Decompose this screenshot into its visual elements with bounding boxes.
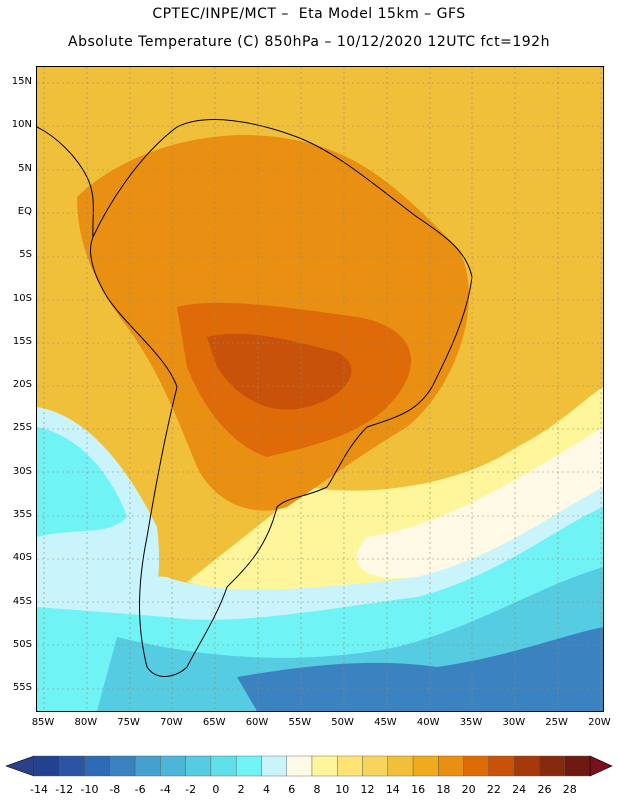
colorbar-segment [59, 755, 85, 777]
colorbar-label: 0 [212, 783, 220, 796]
latitude-label: 5S [19, 249, 32, 261]
colorbar-segment [539, 755, 565, 777]
longitude-label: 20W [588, 717, 611, 728]
colorbar-segment [109, 755, 136, 777]
mild-band-atlantic [356, 427, 603, 579]
longitude-label: 25W [545, 717, 568, 728]
longitude-label: 35W [459, 717, 483, 728]
longitude-label: 80W [74, 717, 98, 728]
south-america-outline [90, 119, 473, 677]
colorbar-segment [488, 755, 515, 777]
colorbar-segment [564, 755, 591, 777]
longitude-label: 75W [117, 717, 140, 728]
colorbar-segment [185, 755, 212, 777]
chart-title-line-2: Absolute Temperature (C) 850hPa – 10/12/… [68, 34, 550, 50]
latitude-label: 10N [11, 119, 32, 131]
coldest-zone [237, 627, 603, 711]
colorbar-label: 20 [461, 783, 476, 796]
colorbar-label: -2 [185, 783, 197, 796]
longitude-label: 60W [245, 717, 269, 728]
colorbar-label: 28 [562, 783, 577, 796]
colorbar-segment [134, 755, 161, 777]
colorbar-label: -14 [30, 783, 48, 796]
longitude-label: 50W [331, 717, 354, 728]
longitude-label: 70W [160, 717, 183, 728]
latitude-label: 15N [11, 76, 32, 87]
colorbar-label: -4 [159, 783, 171, 796]
colorbar [5, 755, 613, 777]
colorbar-segment [438, 755, 464, 777]
colorbar-label: 22 [486, 783, 501, 796]
colorbar-label: 18 [436, 783, 451, 796]
colorbar-label: 2 [237, 783, 245, 796]
colorbar-label: 12 [360, 783, 375, 796]
colorbar-segment [412, 755, 439, 777]
central-america-outline [37, 126, 94, 238]
colorbar-label: 26 [537, 783, 552, 796]
latitude-label: 20S [12, 379, 32, 391]
colorbar-segment [235, 755, 262, 777]
colorbar-label: -10 [80, 783, 99, 796]
longitude-label: 55W [288, 717, 312, 728]
colorbar-over-arrow [589, 755, 613, 777]
latitude-label: 55S [12, 682, 32, 694]
colorbar-label: 14 [385, 783, 400, 796]
colorbar-segment [337, 755, 363, 777]
latitude-label: 25S [12, 422, 32, 434]
cool-band-atlantic [187, 387, 603, 590]
colorbar-segment [210, 755, 237, 777]
colorbar-segment [387, 755, 414, 777]
latitude-label: 10S [12, 292, 32, 304]
longitude-label: 85W [31, 717, 55, 728]
colorbar-segment [362, 755, 389, 777]
colorbar-label: 24 [512, 783, 527, 796]
colorbar-label: -6 [134, 783, 146, 796]
colorbar-under-arrow [5, 755, 35, 777]
temperature-map [36, 66, 604, 712]
colorbar-segment [311, 755, 338, 777]
colorbar-label: 4 [262, 783, 270, 796]
longitude-label: 65W [202, 717, 226, 728]
latitude-label: 45S [12, 595, 32, 607]
latitude-label: 5N [18, 162, 32, 174]
chart-title-line-1: CPTEC/INPE/MCT – Eta Model 15km – GFS [152, 6, 466, 22]
colorbar-label: 16 [411, 783, 426, 796]
latitude-label: 40S [12, 552, 32, 564]
latitude-label: 50S [12, 638, 32, 650]
colorbar-segment [84, 755, 111, 777]
colorbar-segment [33, 755, 60, 777]
longitude-label: 30W [502, 717, 526, 728]
colorbar-label: 10 [335, 783, 350, 796]
map-canvas [37, 67, 603, 711]
hottest-zone [207, 333, 352, 410]
latitude-label: EQ [17, 205, 32, 217]
longitude-label: 40W [416, 717, 440, 728]
colorbar-segment [513, 755, 540, 777]
latitude-label: 15S [12, 335, 32, 347]
latitude-label: 30S [12, 465, 32, 477]
colorbar-label: -12 [55, 783, 74, 796]
latitude-label: 35S [12, 509, 32, 520]
colorbar-label: -8 [109, 783, 121, 796]
colorbar-segment [261, 755, 287, 777]
colorbar-segment [286, 755, 313, 777]
colorbar-segment [160, 755, 186, 777]
colorbar-label: 6 [288, 783, 296, 796]
graticule [37, 67, 603, 711]
longitude-label: 45W [374, 717, 397, 728]
colorbar-segment [463, 755, 490, 777]
colorbar-label: 8 [313, 783, 321, 796]
cold-core-west [37, 427, 127, 537]
